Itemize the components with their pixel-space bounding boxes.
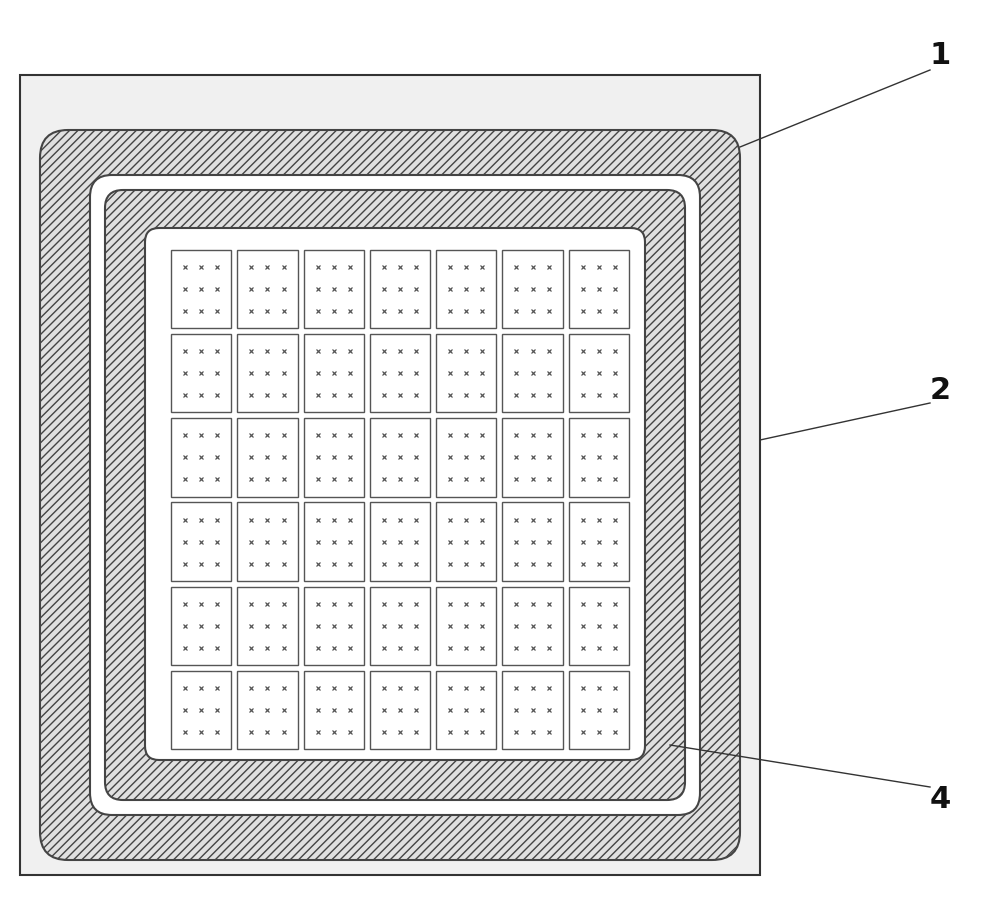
Bar bbox=[436, 502, 496, 581]
Bar bbox=[304, 334, 364, 413]
Bar bbox=[171, 334, 231, 413]
FancyBboxPatch shape bbox=[145, 228, 645, 760]
Bar bbox=[502, 334, 563, 413]
FancyBboxPatch shape bbox=[90, 175, 700, 815]
Bar bbox=[569, 418, 629, 497]
Bar bbox=[569, 671, 629, 749]
Bar bbox=[237, 671, 298, 749]
Bar bbox=[370, 671, 430, 749]
Bar bbox=[436, 334, 496, 413]
Bar bbox=[502, 250, 563, 328]
Text: 2: 2 bbox=[929, 375, 951, 404]
Bar bbox=[502, 502, 563, 581]
Bar bbox=[171, 250, 231, 328]
Bar bbox=[304, 671, 364, 749]
Bar bbox=[20, 75, 760, 875]
Bar bbox=[502, 587, 563, 665]
Bar bbox=[502, 671, 563, 749]
Bar bbox=[304, 587, 364, 665]
Bar bbox=[569, 502, 629, 581]
Bar bbox=[436, 587, 496, 665]
Bar bbox=[569, 587, 629, 665]
Bar bbox=[171, 502, 231, 581]
FancyBboxPatch shape bbox=[40, 130, 740, 860]
Bar bbox=[171, 671, 231, 749]
Text: 1: 1 bbox=[929, 40, 951, 69]
Bar bbox=[502, 418, 563, 497]
Bar bbox=[237, 418, 298, 497]
Bar bbox=[370, 587, 430, 665]
Bar bbox=[436, 250, 496, 328]
Bar bbox=[171, 587, 231, 665]
Bar bbox=[304, 250, 364, 328]
Bar bbox=[370, 334, 430, 413]
Bar bbox=[370, 502, 430, 581]
FancyBboxPatch shape bbox=[105, 190, 685, 800]
Bar bbox=[436, 418, 496, 497]
Bar bbox=[237, 250, 298, 328]
Bar bbox=[237, 502, 298, 581]
Bar bbox=[370, 418, 430, 497]
Bar bbox=[569, 334, 629, 413]
Bar bbox=[304, 502, 364, 581]
Bar bbox=[237, 334, 298, 413]
Bar bbox=[237, 587, 298, 665]
Bar bbox=[436, 671, 496, 749]
Text: 4: 4 bbox=[929, 785, 951, 814]
Bar bbox=[370, 250, 430, 328]
Bar bbox=[304, 418, 364, 497]
Bar bbox=[171, 418, 231, 497]
Bar bbox=[569, 250, 629, 328]
